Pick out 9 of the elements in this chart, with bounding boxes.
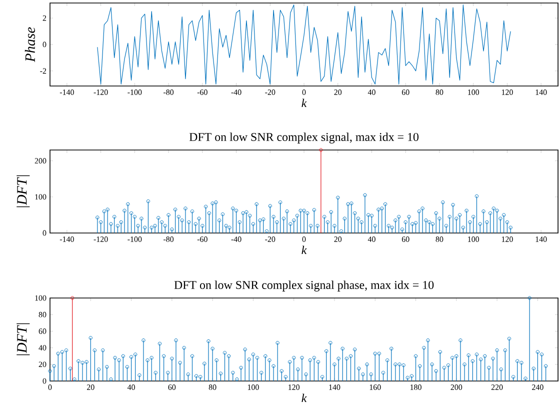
x-axis-title: k [302, 98, 307, 108]
chart-title: DFT on low SNR complex signal, max idx = 10 [189, 132, 419, 144]
line-series [97, 4, 511, 84]
y-axis-title: Phase [24, 27, 35, 62]
y-axis-title: |DFT| [16, 175, 30, 208]
y-axis-title: |DFT| [16, 323, 30, 356]
x-axis-title: k [302, 246, 307, 254]
chart-title: DFT on low SNR complex signal phase, max idx = 10 [174, 280, 434, 292]
x-axis-title: k [302, 394, 307, 402]
